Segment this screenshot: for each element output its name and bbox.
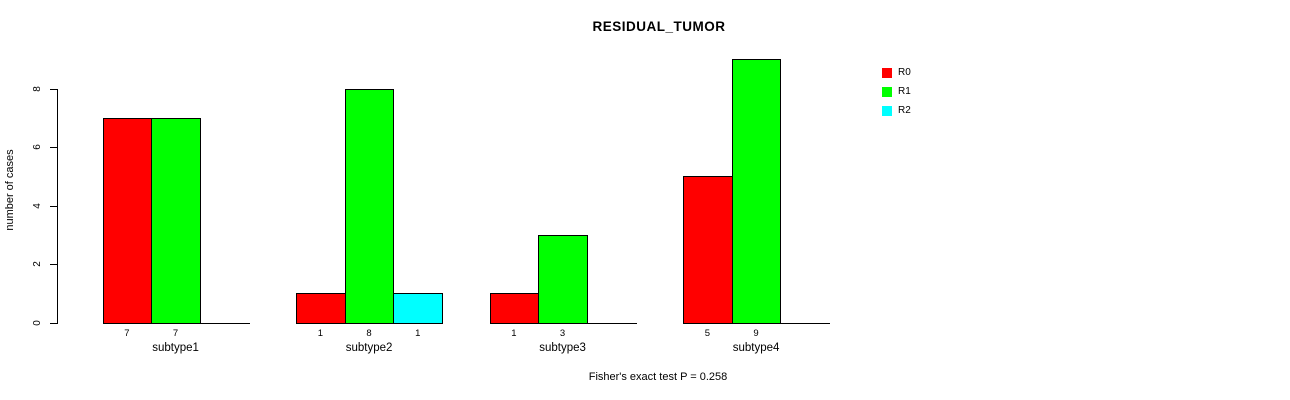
legend-label: R2 [898, 105, 911, 116]
legend-swatch-R0 [882, 67, 892, 78]
bar-value-label: 9 [753, 327, 759, 339]
legend-entry-R0: R0 [882, 66, 911, 79]
legend-entry-R1: R1 [882, 85, 911, 98]
legend: R0 R1 R2 [882, 66, 911, 123]
bar-subtype4-R1 [731, 59, 782, 324]
bar-subtype3-R1 [538, 234, 588, 324]
legend-swatch-R2 [882, 105, 892, 116]
bar-subtype1-R1 [151, 117, 201, 324]
chart-title: RESIDUAL_TUMOR [592, 19, 726, 34]
y-tick-label: 6 [32, 144, 43, 150]
y-axis-line [57, 88, 58, 324]
y-tick-mark [50, 264, 57, 265]
bar-value-label: 5 [704, 327, 710, 339]
bar-subtype2-R0 [296, 293, 346, 324]
x-category-label: subtype3 [539, 342, 586, 354]
bar-value-label: 7 [124, 327, 130, 339]
legend-label: R1 [898, 86, 911, 97]
y-tick-mark [50, 322, 57, 324]
bar-value-label: 1 [415, 327, 421, 339]
y-tick-label: 4 [32, 202, 43, 209]
bar-subtype2-R1 [344, 88, 395, 324]
legend-swatch-R1 [882, 86, 892, 97]
bar-subtype4-R0 [683, 176, 733, 324]
x-category-label: subtype4 [732, 342, 780, 354]
bar-value-label: 1 [511, 327, 517, 339]
bar-value-label: 3 [559, 327, 566, 339]
y-tick-mark [50, 205, 57, 207]
bar-value-label: 7 [172, 327, 179, 339]
legend-label: R0 [898, 67, 911, 78]
x-category-label: subtype2 [345, 342, 393, 354]
x-category-label: subtype1 [152, 342, 199, 354]
bar-subtype2-R2 [393, 293, 444, 324]
legend-entry-R2: R2 [882, 104, 911, 117]
bar-subtype1-R0 [102, 117, 153, 324]
bar-value-label: 8 [366, 327, 372, 339]
y-tick-label: 2 [32, 261, 43, 267]
y-tick-label: 0 [32, 319, 43, 326]
bar-subtype3-R0 [489, 293, 540, 324]
fisher-test-annotation: Fisher's exact test P = 0.258 [588, 371, 728, 383]
y-tick-mark [50, 147, 57, 148]
y-tick-label: 8 [32, 85, 43, 92]
y-tick-mark [50, 88, 57, 90]
bar-value-label: 1 [317, 327, 323, 339]
